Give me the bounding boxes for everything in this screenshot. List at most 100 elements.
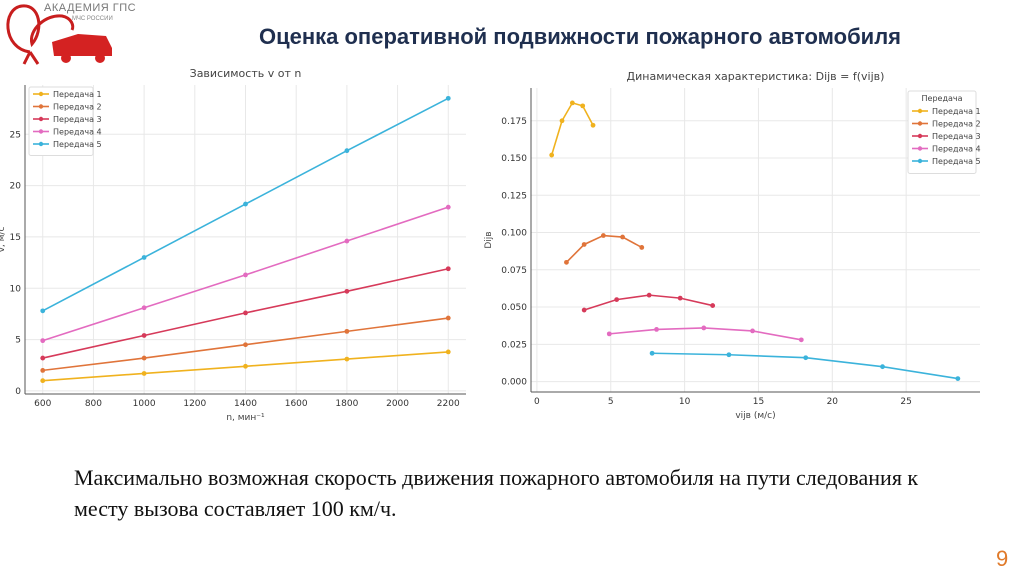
legend-label: Передача 5 [932,157,981,166]
y-tick-label: 0.100 [501,229,527,239]
y-tick-label: 15 [10,233,21,243]
legend-marker [38,91,44,97]
legend-label: Передача 3 [932,132,981,141]
data-point [750,328,755,334]
y-tick-label: 5 [15,336,21,346]
logo-subtext: МЧС РОССИИ [72,16,113,22]
data-point [344,288,350,294]
data-point [654,327,659,332]
series-line-2 [565,234,643,263]
y-tick-label: 0 [15,387,21,397]
data-point [803,355,809,361]
legend-marker [38,104,44,109]
data-point [40,308,46,314]
data-point [581,242,587,247]
y-tick-label: 0.150 [501,154,527,164]
data-point [344,328,350,334]
x-tick-label: 2200 [437,399,460,409]
data-point [606,331,612,337]
y-tick-label: 25 [10,130,21,140]
data-point [243,310,248,316]
legend-marker [917,158,923,164]
data-point [955,376,961,381]
data-point [344,356,350,362]
legend-label: Передача 3 [53,115,102,124]
x-axis-label: vijв (м/с) [735,411,775,421]
x-tick-label: 2000 [386,399,409,409]
data-point [677,295,683,301]
data-point [40,355,46,361]
data-point [614,297,620,303]
legend-title: Передача [922,94,963,103]
x-tick-label: 1400 [234,399,257,409]
data-point [141,255,147,260]
data-point [649,350,655,356]
data-point [646,292,652,298]
y-tick-label: 0.075 [501,266,527,276]
legend-label: Передача 4 [53,128,102,137]
legend-marker [917,108,923,114]
x-tick-label: 800 [85,399,102,409]
data-point [141,371,147,376]
data-point [344,148,350,154]
data-point [639,245,645,250]
legend-marker [917,121,923,126]
legend-box [28,86,94,156]
data-point [445,95,451,101]
legend-label: Передача 2 [53,103,102,112]
chart-title: Динамическая характеристика: Dijв = f(vi… [627,70,885,83]
x-tick-label: 5 [608,397,614,407]
data-point [559,118,565,124]
data-point [590,122,596,128]
data-point [344,238,350,244]
legend-marker [917,146,923,151]
x-tick-label: 20 [827,397,839,407]
data-point [243,272,248,278]
data-point [243,201,248,207]
y-tick-label: 0.025 [501,340,527,350]
data-point [141,355,147,361]
x-tick-label: 600 [34,399,51,409]
data-point [600,233,606,238]
y-tick-label: 10 [10,284,22,294]
data-point [726,352,732,358]
data-point [445,266,451,272]
data-point [880,364,885,370]
data-point [710,303,716,308]
logo-text: АКАДЕМИЯ ГПС [44,2,137,14]
data-point [549,152,555,158]
data-point [40,378,46,384]
data-point [243,342,248,348]
x-tick-label: 1600 [285,399,308,409]
y-tick-label: 0.050 [501,303,527,313]
data-point [620,234,625,240]
y-tick-label: 20 [10,182,22,192]
data-point [445,204,451,210]
logo: АКАДЕМИЯ ГПС МЧС РОССИИ [0,0,136,70]
data-point [798,337,804,343]
chart-dynamic-characteristic: 0 5 10 15 20 25 0.000 0.025 0.050 0.075 0.100 0.125… [484,70,981,421]
legend-label: Передача 4 [932,145,981,154]
data-point [445,315,451,321]
page-title: Оценка оперативной подвижности пожарного… [258,24,902,49]
legend-marker [38,141,44,147]
page-number: 9 [996,546,1009,571]
caption-text: Максимально возможная скорость движения … [74,465,919,521]
series-line-1 [550,101,594,156]
legend-marker [38,116,44,122]
legend-marker [38,129,44,134]
data-point [141,333,147,338]
data-point [445,349,451,355]
y-axis-label: v, м/с [0,227,7,253]
x-tick-label: 1800 [335,399,358,409]
data-point [40,367,46,373]
legend-label: Передача 1 [932,107,981,116]
legend-marker [917,133,923,139]
data-point [40,338,46,344]
y-tick-label: 0.125 [501,191,527,201]
legend-label: Передача 5 [53,140,102,149]
logo-emblem [6,4,112,65]
x-tick-label: 1200 [183,399,206,409]
data-point [564,259,569,265]
data-point [243,363,248,369]
